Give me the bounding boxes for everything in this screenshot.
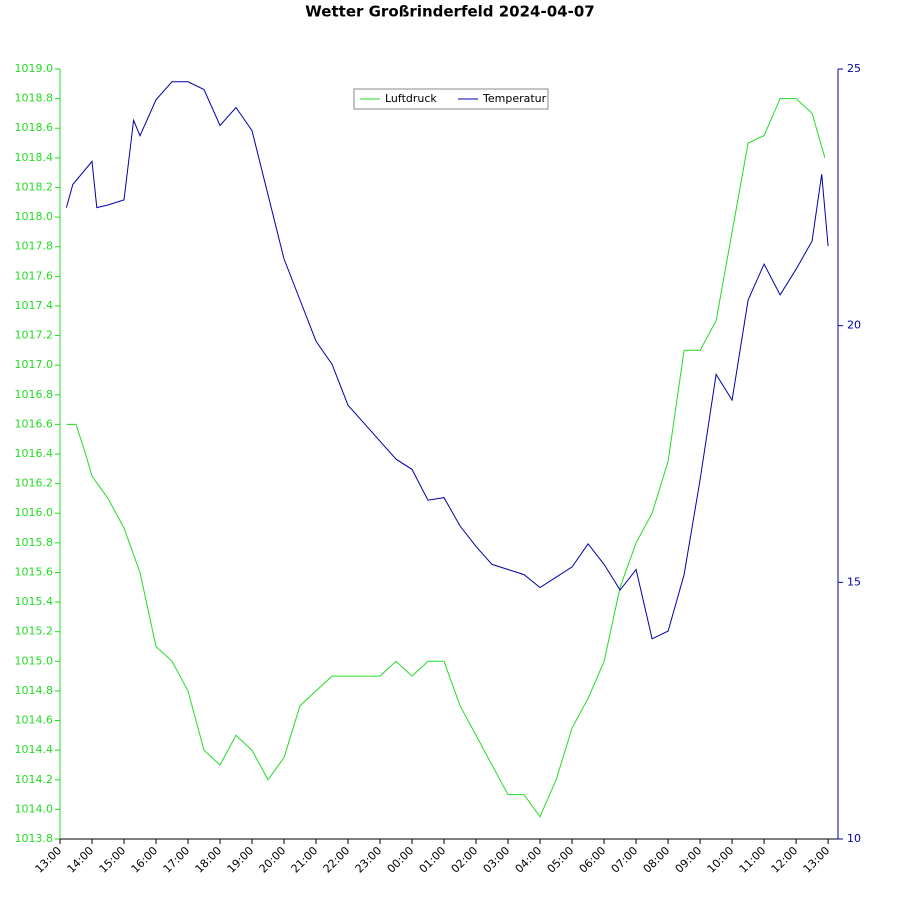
y-tick-label: 1015.0 — [15, 654, 54, 667]
y-tick-label: 1014.4 — [15, 743, 54, 756]
y-tick-label: 1015.2 — [15, 625, 54, 638]
y-tick-label: 1013.8 — [15, 832, 54, 845]
y-tick-label: 1016.0 — [15, 506, 54, 519]
y-tick-label: 1014.0 — [15, 802, 54, 815]
y-tick-label: 1015.4 — [15, 595, 54, 608]
y-tick-label: 1017.0 — [15, 358, 54, 371]
y2-tick-label: 20 — [847, 319, 861, 332]
y-tick-label: 1015.6 — [15, 565, 54, 578]
y-tick-label: 1015.8 — [15, 536, 54, 549]
y-tick-label: 1014.6 — [15, 714, 54, 727]
y-tick-label: 1017.2 — [15, 329, 54, 342]
y-tick-label: 1016.6 — [15, 417, 54, 430]
y-tick-label: 1018.4 — [15, 151, 54, 164]
legend-label: Luftdruck — [385, 92, 437, 105]
y-tick-label: 1014.8 — [15, 684, 54, 697]
y-tick-label: 1016.8 — [15, 388, 54, 401]
y2-tick-label: 15 — [847, 575, 861, 588]
line — [66, 98, 826, 818]
y-tick-label: 1016.4 — [15, 447, 54, 460]
y-tick-label: 1016.2 — [15, 477, 54, 490]
chart-title: Wetter Großrinderfeld 2024-04-07 — [305, 3, 594, 21]
y-tick-label: 1019.0 — [15, 62, 54, 75]
y-tick-label: 1018.6 — [15, 121, 54, 134]
y-tick-label: 1017.6 — [15, 269, 54, 282]
y-tick-label: 1017.4 — [15, 299, 54, 312]
line — [65, 81, 829, 640]
y-tick-label: 1017.8 — [15, 240, 54, 253]
y-tick-label: 1014.2 — [15, 773, 54, 786]
legend-label: Temperatur — [482, 92, 547, 105]
y-tick-label: 1018.0 — [15, 210, 54, 223]
y-tick-label: 1018.8 — [15, 92, 54, 105]
y2-tick-label: 10 — [847, 832, 861, 845]
y2-tick-label: 25 — [847, 62, 861, 75]
y-tick-label: 1018.2 — [15, 180, 54, 193]
legend-box — [353, 88, 549, 110]
